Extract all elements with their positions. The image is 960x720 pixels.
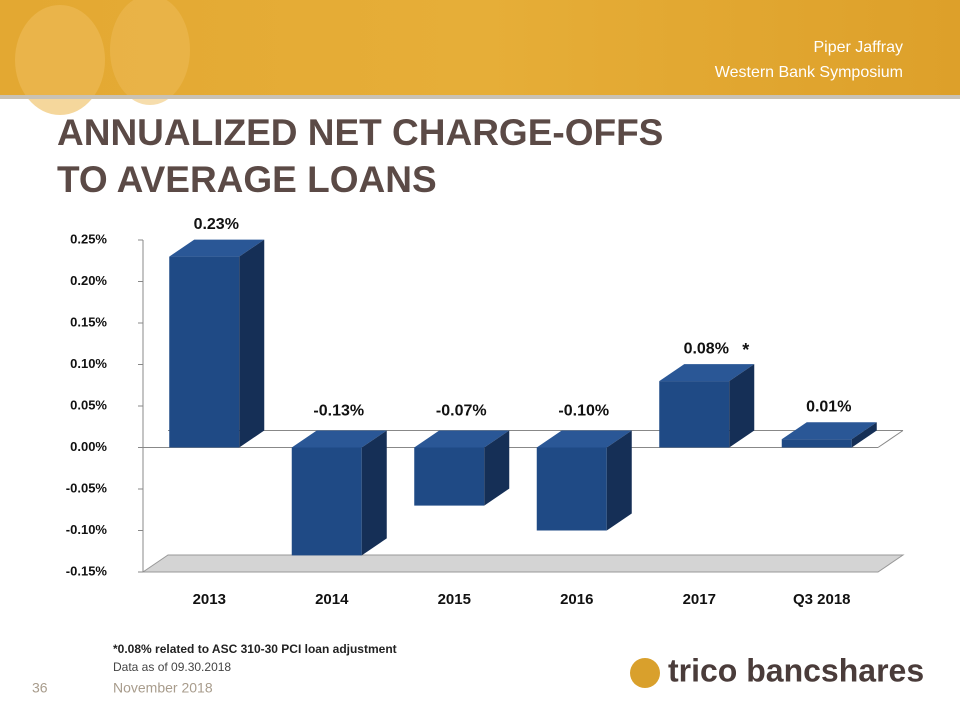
y-tick-label: 0.00% — [70, 439, 107, 454]
value-label: 0.23% — [194, 216, 239, 233]
bar-side — [729, 364, 755, 448]
plot: 0.25% 0.20% 0.15% 0.10% 0.05% 0.00% -0.05% -0.1… — [66, 216, 905, 608]
header-rule — [0, 95, 960, 99]
chart-title: TO AVERAGE LOANS — [57, 159, 437, 200]
y-tick-label: -0.15% — [66, 563, 108, 578]
floor — [141, 554, 905, 573]
chart-title: ANNUALIZED NET CHARGE-OFFS — [57, 112, 663, 153]
value-label: 0.01% — [806, 398, 851, 415]
value-label: -0.07% — [436, 403, 487, 420]
bar-top — [659, 364, 755, 382]
header-event: Piper Jaffray — [813, 39, 903, 56]
bar-top — [291, 430, 387, 448]
x-tick-label: 2016 — [560, 591, 593, 608]
value-label: -0.13% — [313, 403, 364, 420]
bar-side — [239, 239, 265, 448]
bar — [169, 256, 240, 448]
header-subtitle: Western Bank Symposium — [715, 64, 903, 81]
zero-edge — [877, 430, 904, 448]
bar-side — [606, 430, 632, 531]
banner-ornament — [15, 5, 105, 115]
bar-side — [484, 430, 510, 506]
bar — [414, 447, 485, 506]
y-tick-label: 0.05% — [70, 397, 107, 412]
bar-side — [851, 422, 877, 448]
bar — [781, 439, 852, 448]
y-tick-label: -0.05% — [66, 480, 108, 495]
x-tick-label: 2013 — [193, 591, 226, 608]
bar — [291, 447, 362, 556]
x-tick-label: Q3 2018 — [793, 591, 851, 608]
y-tick-label: -0.10% — [66, 522, 108, 537]
bar-side — [361, 430, 387, 556]
logo: trico bancshares — [668, 652, 924, 688]
value-label: -0.10% — [558, 403, 609, 420]
page-number: 36 — [32, 680, 48, 696]
banner-ornament — [110, 0, 190, 105]
bar-top — [169, 239, 265, 257]
y-tick-label: 0.10% — [70, 356, 107, 371]
bar-top — [536, 430, 632, 448]
x-tick-label: 2017 — [683, 591, 716, 608]
x-tick-label: 2015 — [438, 591, 471, 608]
bar-top — [781, 422, 877, 440]
data-note: Data as of 09.30.2018 — [113, 660, 231, 674]
bar-top — [414, 430, 510, 448]
bar — [659, 381, 730, 448]
y-tick-label: 0.15% — [70, 314, 107, 329]
footnote: *0.08% related to ASC 310-30 PCI loan ad… — [113, 642, 397, 656]
y-tick-label: 0.25% — [70, 231, 107, 246]
value-label: 0.08% — [684, 340, 729, 357]
y-tick-label: 0.20% — [70, 273, 107, 288]
footer-date: November 2018 — [113, 680, 213, 696]
bar — [536, 447, 607, 531]
logo-icon — [630, 658, 660, 688]
x-tick-label: 2014 — [315, 591, 349, 608]
annotation: * — [742, 340, 749, 360]
